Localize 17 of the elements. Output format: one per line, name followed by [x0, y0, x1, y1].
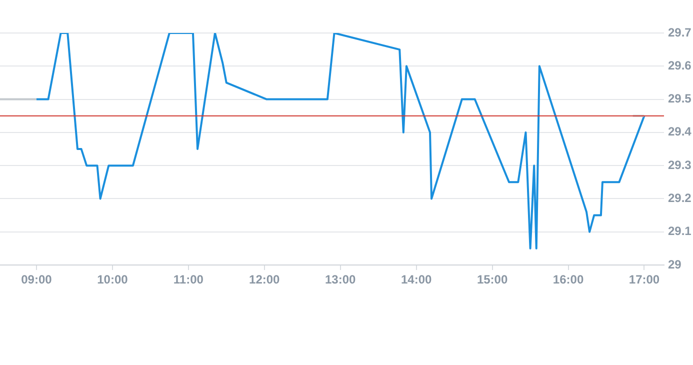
x-tick-label: 13:00	[325, 272, 356, 287]
x-tick-label: 11:00	[173, 272, 204, 287]
y-tick-label: 29.5	[668, 92, 692, 106]
y-tick-label: 29	[668, 257, 682, 272]
y-tick-label: 29.6	[668, 58, 692, 72]
x-tick-label: 10:00	[97, 272, 128, 287]
y-tick-label: 29.3	[668, 158, 692, 172]
x-tick-label: 09:00	[21, 272, 52, 287]
x-tick-label: 12:00	[249, 272, 280, 287]
x-tick-label: 15:00	[476, 272, 508, 287]
y-tick-label: 29.4	[668, 124, 692, 139]
y-tick-label: 29.2	[668, 191, 692, 206]
x-tick-label: 16:00	[552, 272, 584, 287]
y-tick-label: 29.7	[668, 25, 692, 40]
y-tick-label: 29.1	[668, 224, 692, 238]
x-tick-label: 14:00	[400, 272, 432, 287]
x-tick-label: 17:00	[628, 272, 660, 287]
